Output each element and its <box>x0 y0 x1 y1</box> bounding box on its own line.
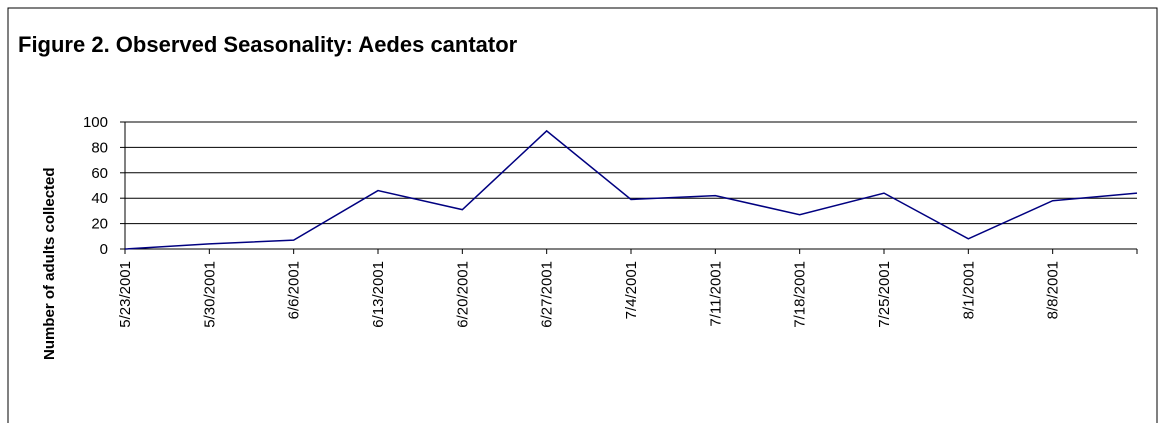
y-tick-label: 80 <box>91 139 108 156</box>
x-tick-label: 6/6/2001 <box>286 261 303 319</box>
y-tick-label: 100 <box>83 114 108 131</box>
y-tick-label: 20 <box>91 216 108 233</box>
x-tick-label: 6/27/2001 <box>539 261 556 328</box>
x-tick-label: 7/11/2001 <box>707 261 724 327</box>
x-tick-label: 5/23/2001 <box>117 261 134 328</box>
chart-title: Figure 2. Observed Seasonality: Aedes ca… <box>18 32 518 57</box>
frame <box>7 7 1158 423</box>
x-tick-label: 7/4/2001 <box>623 261 640 319</box>
y-label-group: Number of adults collected <box>41 167 58 360</box>
x-tick-label: 8/1/2001 <box>960 261 977 319</box>
y-axis-label: Number of adults collected <box>41 167 58 360</box>
x-tick-label: 5/30/2001 <box>201 261 218 328</box>
x-tick-label: 7/18/2001 <box>792 261 809 328</box>
y-tick-label: 0 <box>100 241 108 258</box>
y-tick-label: 40 <box>91 190 108 207</box>
x-tick-label: 8/8/2001 <box>1045 261 1062 319</box>
y-tick-label: 60 <box>91 165 108 182</box>
data-line <box>124 129 1138 250</box>
x-tick-label: 7/25/2001 <box>876 261 893 328</box>
x-tick-label: 6/20/2001 <box>454 261 471 328</box>
x-tick-label: 6/13/2001 <box>370 261 387 328</box>
